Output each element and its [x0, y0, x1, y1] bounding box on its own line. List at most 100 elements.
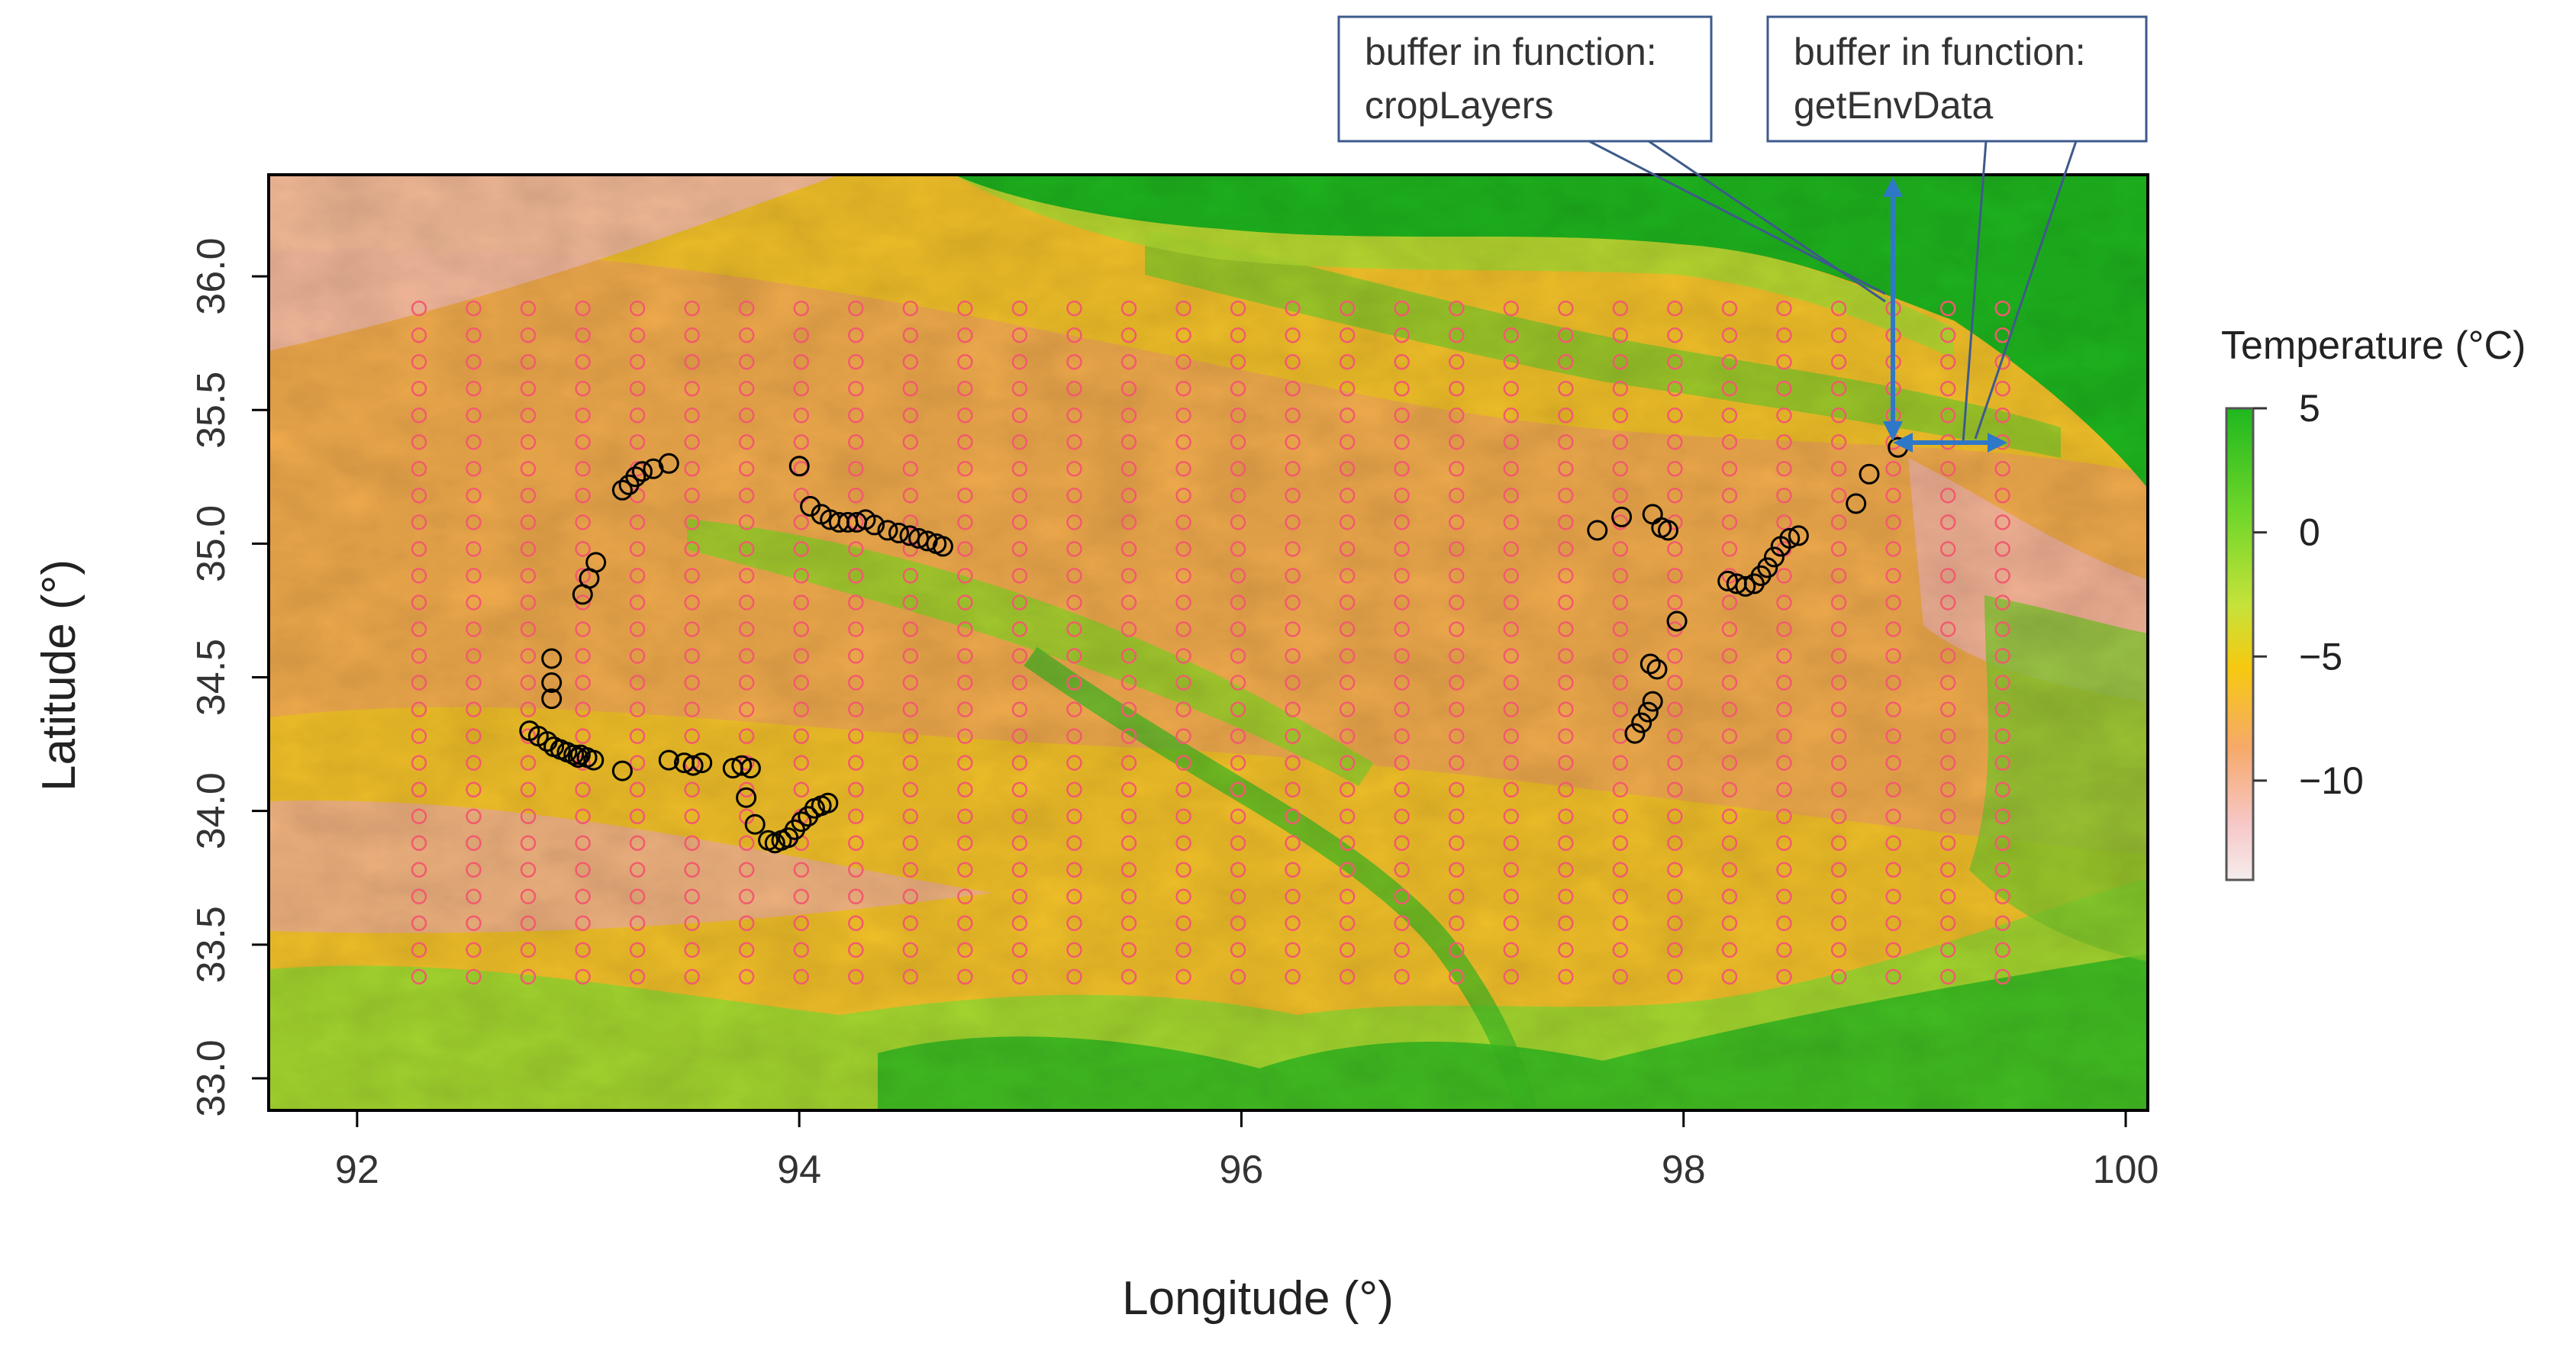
background-point — [520, 594, 537, 611]
background-point — [848, 434, 864, 450]
background-point — [957, 781, 973, 797]
background-point — [1449, 728, 1465, 744]
background-point — [575, 353, 591, 370]
occurrence-point — [1611, 506, 1633, 527]
background-point — [1939, 808, 1956, 824]
background-point — [1449, 621, 1465, 637]
background-point — [1285, 300, 1301, 317]
background-point — [1503, 888, 1520, 905]
background-point — [793, 915, 810, 932]
background-point — [1175, 755, 1191, 771]
background-point — [1558, 888, 1574, 905]
background-point — [1939, 781, 1956, 797]
occurrence-point — [791, 811, 812, 833]
background-point — [411, 380, 427, 397]
background-point — [848, 541, 864, 557]
background-point — [1721, 701, 1738, 717]
background-point — [1830, 408, 1847, 424]
background-point — [1339, 461, 1356, 477]
background-point — [1776, 461, 1792, 477]
background-point — [848, 675, 864, 691]
background-point — [1612, 781, 1629, 797]
background-point — [848, 888, 864, 905]
background-point — [1230, 408, 1246, 424]
background-point — [575, 915, 591, 932]
background-point — [466, 514, 482, 530]
getEnvData-leader-2 — [1974, 140, 2078, 440]
background-point — [1503, 461, 1520, 477]
background-point — [1394, 434, 1410, 450]
occurrence-point — [788, 456, 810, 477]
background-point — [411, 408, 427, 424]
background-point — [738, 915, 755, 932]
background-point — [1175, 327, 1191, 343]
background-point — [520, 408, 537, 424]
background-point — [575, 648, 591, 664]
background-point — [738, 968, 755, 985]
background-point — [1394, 327, 1410, 343]
background-point — [1994, 701, 2010, 717]
background-point — [520, 781, 537, 797]
background-point — [1230, 675, 1246, 691]
background-point — [1503, 541, 1520, 557]
background-point — [1939, 541, 1956, 557]
occurrence-point — [888, 522, 909, 543]
background-point — [738, 594, 755, 611]
background-point — [1503, 300, 1520, 317]
background-point — [575, 514, 591, 530]
background-point — [1285, 461, 1301, 477]
background-point — [902, 728, 919, 744]
occurrence-points — [519, 437, 1909, 854]
background-point — [1339, 675, 1356, 691]
background-point — [629, 327, 646, 343]
background-point — [1120, 594, 1137, 611]
background-point — [848, 353, 864, 370]
background-point — [1175, 514, 1191, 530]
background-point — [1830, 862, 1847, 878]
background-point — [1830, 568, 1847, 584]
background-point — [738, 541, 755, 557]
legend-ticks: 5 0 −5 −10 — [2253, 387, 2364, 802]
background-point — [1558, 380, 1574, 397]
background-point — [411, 648, 427, 664]
background-point — [793, 300, 810, 317]
background-point — [1721, 915, 1738, 932]
occurrence-point — [682, 755, 704, 776]
background-point — [1667, 755, 1683, 771]
background-point — [684, 675, 700, 691]
background-point — [1558, 781, 1574, 797]
background-point — [629, 675, 646, 691]
occurrence-point — [692, 752, 713, 774]
background-point — [1449, 675, 1465, 691]
background-point — [738, 835, 755, 851]
background-point — [1885, 808, 1901, 824]
background-point — [1394, 408, 1410, 424]
background-point — [1339, 648, 1356, 664]
background-point — [1939, 488, 1956, 504]
background-point — [1612, 915, 1629, 932]
background-point — [1449, 648, 1465, 664]
background-point — [1011, 888, 1028, 905]
background-point — [1776, 888, 1792, 905]
background-point — [848, 808, 864, 824]
background-point — [520, 434, 537, 450]
background-point — [1612, 300, 1629, 317]
background-point — [1394, 942, 1410, 959]
background-point — [1721, 380, 1738, 397]
background-point — [1667, 541, 1683, 557]
background-point — [1612, 755, 1629, 771]
background-point — [1066, 380, 1082, 397]
background-point — [1394, 461, 1410, 477]
background-point — [1066, 648, 1082, 664]
background-point — [902, 808, 919, 824]
background-point — [1230, 541, 1246, 557]
background-point — [1776, 915, 1792, 932]
background-point — [1885, 648, 1901, 664]
background-point — [629, 568, 646, 584]
background-point — [575, 568, 591, 584]
background-point — [1939, 728, 1956, 744]
background-point — [1285, 327, 1301, 343]
background-point — [411, 862, 427, 878]
background-point — [793, 862, 810, 878]
background-point — [411, 327, 427, 343]
